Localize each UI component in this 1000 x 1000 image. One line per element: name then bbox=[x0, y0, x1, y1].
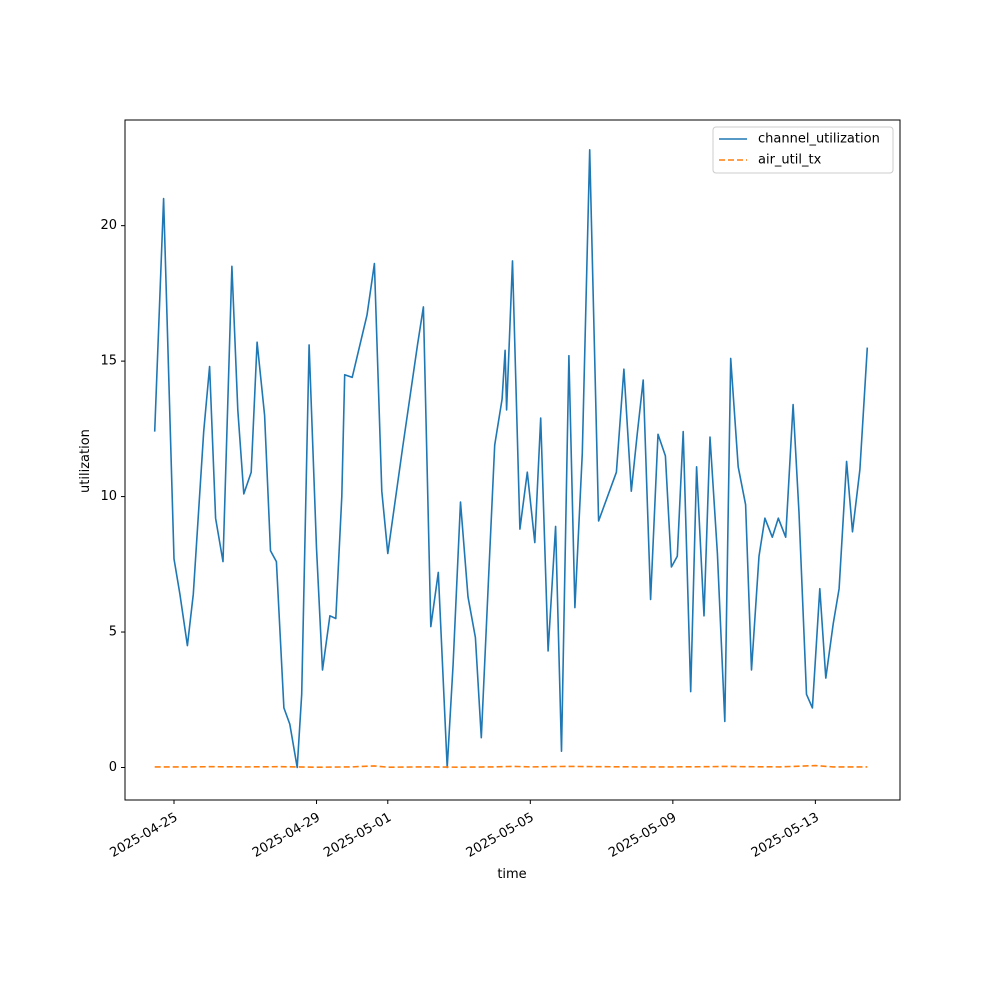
legend-box bbox=[712, 126, 894, 174]
legend-label: air_util_tx bbox=[758, 153, 822, 168]
x-axis-label: time bbox=[497, 867, 526, 882]
y-tick-label: 0 bbox=[109, 760, 117, 775]
legend-label: channel_utilization bbox=[758, 132, 880, 147]
y-axis-label: utilization bbox=[78, 429, 93, 493]
y-tick-label: 10 bbox=[100, 489, 117, 504]
y-tick-label: 20 bbox=[100, 218, 117, 233]
plot-frame bbox=[124, 119, 901, 801]
series-line-channel-utilization bbox=[153, 149, 869, 769]
y-tick-label: 5 bbox=[109, 625, 117, 640]
legend: channel_utilization air_util_tx bbox=[712, 126, 894, 174]
series-line-air-util-tx bbox=[154, 764, 868, 768]
plot-area bbox=[153, 149, 869, 769]
y-tick-label: 15 bbox=[100, 354, 117, 369]
